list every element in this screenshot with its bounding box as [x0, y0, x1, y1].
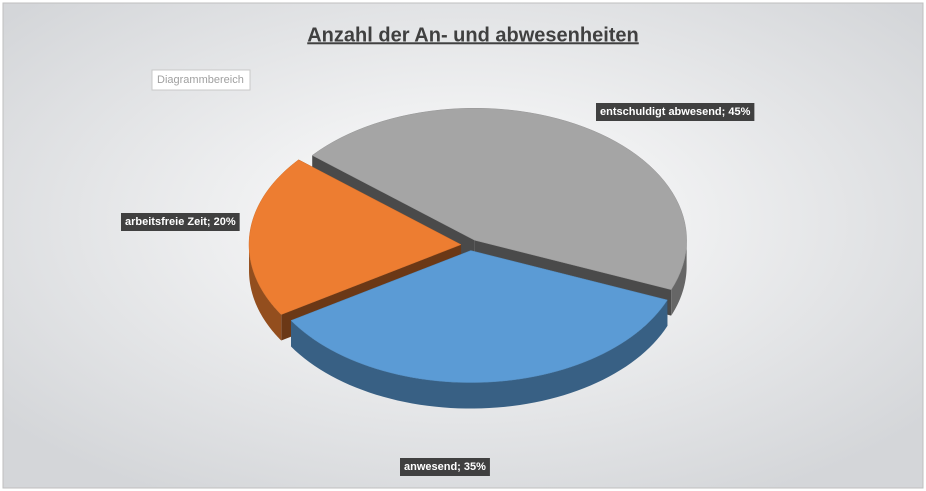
- tooltip: Diagrammbereich: [157, 74, 244, 86]
- tooltip-box: [151, 69, 251, 91]
- data-label: arbeitsfreie Zeit; 20%: [125, 216, 236, 228]
- slice-wall: [249, 244, 282, 341]
- pie-slice: [248, 159, 462, 315]
- pie-slice: [290, 250, 668, 383]
- data-label-box: [121, 213, 240, 231]
- slice-wall: [290, 300, 668, 409]
- data-label: entschuldigt abwesend; 45%: [600, 106, 751, 118]
- slice-wall: [671, 240, 687, 316]
- pie: [248, 108, 687, 409]
- data-label-box: [596, 103, 755, 121]
- labels: entschuldigt abwesend; 45% anwesend; 35% a…: [121, 103, 755, 476]
- pie-slice: [311, 108, 687, 290]
- data-label-box: [400, 458, 490, 476]
- data-label: anwesend; 35%: [404, 461, 486, 473]
- chart-title: Anzahl der An- und abwesenheiten: [307, 24, 639, 46]
